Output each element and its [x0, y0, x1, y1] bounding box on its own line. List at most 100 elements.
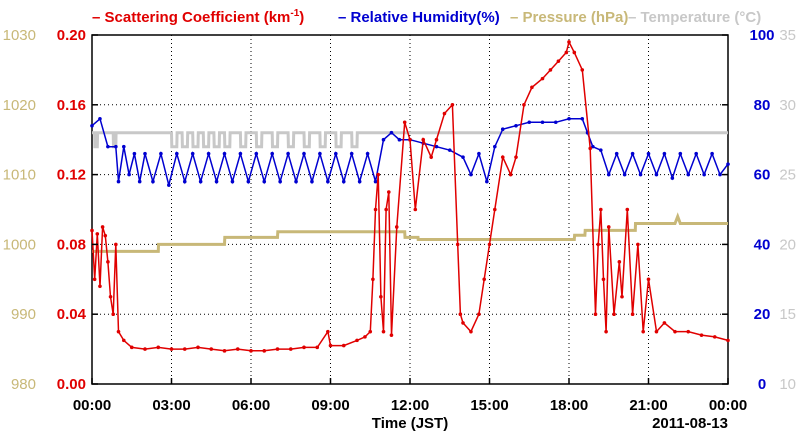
series-point-scattering	[482, 277, 487, 282]
y-tick-label-scattering: 0.12	[57, 167, 86, 184]
series-point-humidity	[726, 162, 730, 166]
series-point-scattering	[90, 228, 94, 233]
series-point-scattering	[408, 137, 412, 142]
y-tick-label-humidity: 20	[754, 306, 771, 323]
x-axis-label: Time (JST)	[372, 415, 448, 432]
series-point-scattering	[601, 277, 606, 282]
series-point-humidity	[678, 151, 683, 156]
legend-pressure: – Pressure (hPa)	[510, 9, 628, 26]
series-point-scattering	[387, 190, 391, 194]
series-point-scattering	[442, 111, 447, 116]
series-point-humidity	[614, 151, 619, 156]
y-tick-label-humidity: 80	[754, 97, 771, 114]
series-point-humidity	[206, 151, 211, 156]
series-point-scattering	[572, 50, 577, 55]
series-point-humidity	[397, 137, 402, 142]
series-point-scattering	[129, 345, 134, 350]
series-point-scattering	[315, 345, 320, 350]
x-tick-label: 00:00	[73, 397, 111, 414]
series-point-humidity	[357, 179, 362, 184]
series-point-humidity	[98, 116, 102, 121]
series-point-scattering	[699, 333, 704, 337]
series-point-scattering	[92, 277, 97, 282]
series-point-scattering	[116, 329, 121, 334]
date-label: 2011-08-13	[652, 415, 728, 432]
series-point-humidity	[238, 151, 243, 156]
series-line-scattering	[91, 39, 729, 352]
series-point-scattering	[461, 321, 465, 325]
series-point-humidity	[477, 151, 481, 156]
series-point-scattering	[455, 242, 460, 247]
series-point-scattering	[394, 225, 399, 229]
series-point-scattering	[379, 294, 383, 299]
series-point-humidity	[114, 144, 118, 149]
series-point-scattering	[341, 343, 346, 348]
series-point-scattering	[588, 146, 592, 151]
series-point-scattering	[421, 137, 426, 142]
series-point-scattering	[612, 312, 616, 317]
series-point-scattering	[458, 312, 463, 317]
series-point-humidity	[143, 151, 147, 156]
series-point-humidity	[591, 144, 595, 149]
series-point-scattering	[620, 294, 624, 299]
series-point-scattering	[556, 59, 561, 63]
series-point-humidity	[500, 127, 505, 132]
y-tick-label-scattering: 0.20	[57, 27, 86, 44]
legend-scattering: – Scattering Coefficient (km-1)	[92, 8, 304, 26]
series-point-scattering	[381, 329, 386, 334]
series-point-humidity	[646, 151, 651, 156]
series-point-humidity	[567, 116, 571, 121]
series-point-humidity	[302, 151, 306, 156]
series-point-humidity	[389, 130, 394, 135]
legend-temperature: – Temperature (°C)	[628, 9, 761, 26]
series-point-humidity	[254, 151, 259, 156]
series-point-scattering	[413, 207, 418, 212]
series-point-scattering	[275, 347, 280, 351]
series-point-humidity	[630, 151, 635, 156]
series-point-humidity	[527, 120, 532, 125]
series-point-humidity	[553, 120, 558, 125]
y-tick-label-humidity: 40	[754, 236, 771, 253]
series-point-scattering	[636, 242, 640, 247]
series-point-scattering	[522, 103, 526, 107]
series-point-scattering	[514, 155, 518, 159]
series-point-scattering	[662, 321, 667, 325]
series-line-pressure	[92, 212, 728, 253]
series-point-scattering	[328, 343, 333, 348]
x-tick-label: 21:00	[629, 397, 667, 414]
series-point-humidity	[341, 179, 346, 184]
series-point-humidity	[222, 151, 227, 156]
legend-scattering-close: )	[299, 9, 304, 26]
series-point-scattering	[646, 277, 651, 282]
series-point-humidity	[151, 179, 155, 184]
series-point-humidity	[447, 148, 452, 152]
y-tick-label-scattering: 0.00	[57, 376, 86, 393]
series-point-scattering	[599, 207, 603, 212]
series-point-humidity	[718, 172, 722, 177]
series-point-humidity	[122, 144, 126, 149]
series-point-humidity	[159, 151, 163, 156]
series-point-scattering	[363, 335, 367, 339]
y-tick-label-pressure: 990	[11, 306, 36, 323]
series-point-scattering	[209, 347, 214, 351]
series-point-scattering	[106, 260, 110, 264]
y-tick-label-temperature: 25	[779, 167, 796, 184]
series-point-humidity	[334, 151, 338, 156]
y-tick-label-temperature: 20	[779, 236, 796, 253]
series-point-scattering	[493, 207, 497, 212]
series-point-scattering	[604, 329, 608, 334]
series-point-humidity	[670, 176, 675, 180]
series-point-humidity	[622, 172, 627, 177]
series-point-scattering	[288, 347, 293, 351]
series-point-humidity	[190, 151, 195, 156]
series-point-humidity	[214, 179, 219, 184]
series-point-humidity	[373, 179, 378, 184]
series-point-humidity	[278, 179, 282, 184]
series-point-scattering	[95, 232, 100, 236]
y-tick-label-humidity: 0	[758, 376, 766, 393]
series-point-scattering	[235, 347, 240, 351]
series-point-scattering	[262, 349, 267, 353]
series-point-humidity	[686, 172, 691, 177]
grid-layer	[92, 35, 728, 384]
series-point-scattering	[429, 155, 434, 159]
